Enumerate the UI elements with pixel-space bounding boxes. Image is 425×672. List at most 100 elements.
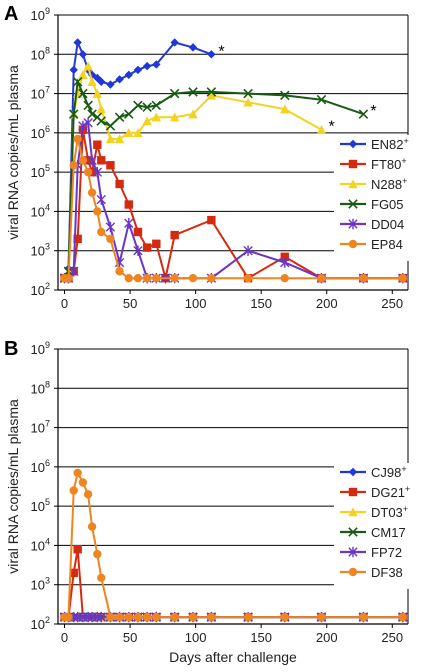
legend-entry: CM17 bbox=[371, 525, 406, 540]
legend-entry: FP72 bbox=[371, 545, 402, 560]
data-point-ep84 bbox=[133, 273, 143, 283]
data-point-dd04 bbox=[69, 266, 79, 277]
data-point-ft80 bbox=[152, 239, 161, 248]
data-point-ep84 bbox=[115, 267, 124, 276]
y-tick-label: 109 bbox=[31, 6, 50, 23]
data-point-ep84 bbox=[317, 273, 326, 283]
annotation-asterisk: * bbox=[218, 43, 224, 60]
y-tick-label: 109 bbox=[31, 340, 50, 357]
data-point-ft80 bbox=[170, 230, 179, 240]
y-tick-label: 105 bbox=[31, 497, 50, 514]
data-point-df38 bbox=[133, 612, 143, 622]
data-point-fg05 bbox=[358, 109, 369, 119]
y-axis-label: viral RNA copies/mL plasma bbox=[5, 65, 21, 240]
data-point-en82 bbox=[188, 43, 198, 52]
data-point-df38 bbox=[93, 549, 102, 559]
data-point-ft80 bbox=[93, 140, 102, 149]
data-point-n288 bbox=[96, 104, 106, 114]
data-point-ep84 bbox=[87, 188, 97, 197]
data-point-fg05 bbox=[151, 100, 162, 111]
data-point-ft80 bbox=[83, 156, 93, 165]
data-point-ft80 bbox=[115, 179, 124, 189]
legend-marker bbox=[348, 527, 358, 537]
data-point-n288 bbox=[92, 88, 103, 98]
y-tick-label: 104 bbox=[31, 536, 50, 553]
data-point-ft80 bbox=[97, 156, 106, 165]
legend-entry: DD04 bbox=[371, 217, 404, 232]
legend-entry: EP84 bbox=[371, 237, 403, 252]
data-point-fg05 bbox=[280, 90, 290, 101]
data-point-n288 bbox=[105, 134, 116, 144]
legend-entry: FG05 bbox=[371, 197, 404, 212]
legend-marker bbox=[348, 199, 358, 209]
data-point-dd04 bbox=[96, 194, 106, 205]
data-point-fg05 bbox=[133, 100, 143, 111]
legend-entry: FT80+ bbox=[371, 156, 407, 172]
legend: EN82+ FT80+ N288+ FG05 DD04 EP84 bbox=[334, 135, 410, 261]
data-point-en82 bbox=[69, 65, 78, 75]
data-point-n288 bbox=[83, 61, 93, 71]
data-point-ep84 bbox=[69, 161, 78, 170]
data-point-dd04 bbox=[133, 245, 143, 256]
x-tick-label: 0 bbox=[61, 630, 68, 645]
data-point-fg05 bbox=[206, 87, 217, 97]
data-point-ep84 bbox=[188, 273, 198, 283]
legend-entry: DT03+ bbox=[371, 504, 408, 520]
x-tick-label: 200 bbox=[316, 296, 338, 311]
data-point-fp72 bbox=[96, 611, 106, 623]
x-tick-label: 100 bbox=[185, 630, 207, 645]
data-point-fg05 bbox=[142, 102, 152, 112]
data-point-ep84 bbox=[152, 273, 161, 283]
legend-entry: CJ98+ bbox=[371, 464, 407, 480]
data-point-fg05 bbox=[188, 87, 198, 97]
y-tick-label: 108 bbox=[31, 45, 50, 62]
data-point-df38 bbox=[124, 612, 133, 622]
panel-a: A 102 103 104 105 106 107 108 109 0 50 100 150 200 250… bbox=[4, 3, 410, 311]
y-tick-label: 103 bbox=[31, 242, 50, 259]
data-point-ep84 bbox=[83, 167, 93, 177]
y-tick-label: 105 bbox=[31, 163, 50, 180]
legend: CJ98+ DG21+ DT03+ CM17 FP72 DF38 bbox=[334, 463, 410, 589]
y-tick-label: 106 bbox=[31, 124, 50, 141]
data-point-ep84 bbox=[359, 273, 368, 283]
data-point-df38 bbox=[115, 612, 124, 622]
data-point-df38 bbox=[243, 612, 253, 622]
legend-entry: N288+ bbox=[371, 176, 407, 192]
data-point-dg21 bbox=[69, 568, 78, 578]
data-point-df38 bbox=[188, 612, 198, 622]
legend-marker bbox=[348, 218, 358, 230]
data-point-ep84 bbox=[243, 273, 253, 283]
data-point-ep84 bbox=[170, 273, 179, 283]
data-point-dd04 bbox=[280, 257, 290, 268]
legend-entry: DF38 bbox=[371, 565, 403, 580]
data-point-en82 bbox=[78, 50, 88, 59]
y-tick-label: 107 bbox=[31, 85, 50, 102]
annotation-asterisk: * bbox=[328, 119, 334, 136]
y-tick-label: 102 bbox=[31, 615, 50, 632]
x-tick-label: 250 bbox=[381, 630, 403, 645]
data-point-dd04 bbox=[105, 221, 116, 233]
y-tick-label: 108 bbox=[31, 379, 50, 396]
x-tick-label: 0 bbox=[61, 296, 68, 311]
panel-b: B 102 103 104 105 106 107 108 109 0 50 100 150 200 250… bbox=[4, 338, 410, 665]
data-point-en82 bbox=[73, 38, 82, 47]
data-point-n288 bbox=[124, 128, 134, 138]
data-point-fg05 bbox=[68, 109, 79, 119]
data-point-df38 bbox=[78, 478, 88, 487]
data-point-en82 bbox=[97, 77, 106, 86]
x-tick-label: 50 bbox=[123, 296, 137, 311]
data-point-en82 bbox=[115, 75, 124, 84]
data-point-fg05 bbox=[169, 88, 180, 99]
data-point-fg05 bbox=[114, 112, 125, 122]
x-tick-label: 150 bbox=[250, 630, 272, 645]
data-point-dd04 bbox=[243, 245, 253, 256]
data-point-dd04 bbox=[92, 166, 103, 178]
data-point-n288 bbox=[151, 112, 162, 122]
legend-background bbox=[334, 135, 410, 261]
data-point-dd04 bbox=[124, 218, 134, 229]
data-point-ep84 bbox=[73, 134, 82, 144]
legend-marker bbox=[348, 567, 358, 577]
data-point-ep84 bbox=[398, 273, 407, 283]
data-point-df38 bbox=[87, 522, 97, 531]
y-tick-label: 104 bbox=[31, 202, 50, 219]
